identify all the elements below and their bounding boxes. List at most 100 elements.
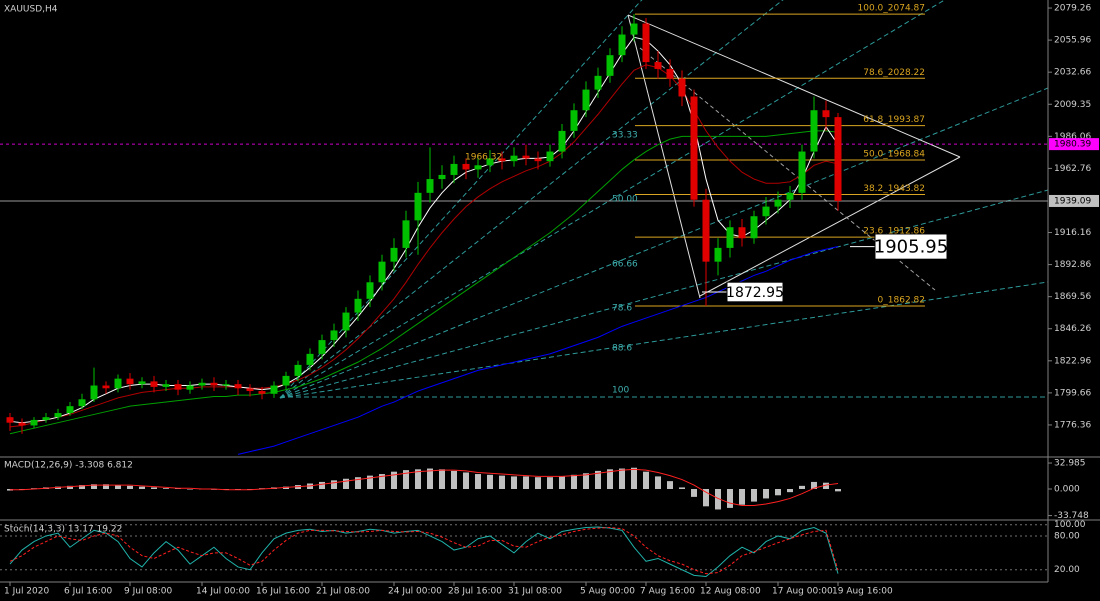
candle-body [282,375,290,386]
y-tick-label: 1846.26 [1054,324,1091,334]
candle-body [618,34,626,56]
candle-body [246,388,254,392]
trend-line [627,14,961,158]
macd-bar [427,468,433,489]
candle-body [546,151,554,162]
macd-bar [475,474,481,489]
macd-bar [331,480,337,489]
macd-bar [91,484,97,489]
candle-body [702,199,710,262]
y-tick-label: 1916.16 [1054,228,1091,238]
candle-body [198,382,206,386]
fan-label: 33.33 [612,131,638,141]
plot-layer: 100.0_2074.87 78.6_2028.22 61.8_1993.87 50.… [0,4,1099,597]
candle-body [498,158,506,162]
candle-body [822,110,830,118]
candle-body [534,158,542,162]
x-tick-label: 21 Jul 08:00 [316,587,370,597]
candle-body [798,151,806,193]
candle-body [570,110,578,131]
x-tick-label: 16 Jul 16:00 [256,587,310,597]
candle-body [582,89,590,111]
macd-bar [595,470,601,489]
candle-body [654,62,662,69]
x-tick-label: 31 Jul 08:00 [508,587,562,597]
callout-label: 1872.95 [726,285,784,301]
macd-bar [763,489,769,499]
fib-label: 38.2_1943.82 [863,184,925,194]
candle-body [330,330,338,341]
macd-bar [571,474,577,489]
x-tick-label: 9 Jul 08:00 [124,587,173,597]
candle-body [6,417,14,423]
macd-bar [115,485,121,489]
candle-body [342,312,350,331]
macd-bar [79,485,85,489]
y-tick-label: 1962.76 [1054,164,1091,174]
macd-bar [559,476,565,489]
macd-bar [127,485,133,489]
moving-average [9,130,839,435]
fib-label: 0_1862.82 [878,295,925,305]
trend-line [699,156,961,297]
candle-body [54,413,62,418]
candle-body [726,227,734,248]
candle-body [462,163,470,170]
macd-bar [319,481,325,489]
fan-line [279,0,784,399]
macd-bar [835,489,841,492]
x-tick-label: 12 Aug 08:00 [700,587,761,597]
macd-bar [739,489,745,505]
fan-label: 50.00 [612,195,638,205]
macd-bar [379,474,385,489]
price-label-box [1049,138,1099,151]
macd-bar [367,475,373,489]
candle-body [138,381,146,385]
fan-label: 88.6 [612,344,632,354]
fib-label: 78.6_2028.22 [863,68,925,78]
candle-body [834,117,842,201]
chart-title: XAUUSD,H4 [4,5,58,15]
candle-body [66,406,74,414]
candle-body [366,282,374,299]
trend-line [627,14,701,299]
macd-bar [403,470,409,489]
candle-body [642,23,650,63]
macd-bar [679,487,685,489]
drawing-tools [279,0,1048,399]
candle-body [378,261,386,283]
macd-bar [187,489,193,490]
candle-body [486,158,494,166]
x-tick-label: 17 Aug 00:00 [772,587,833,597]
x-tick-label: 24 Jul 00:00 [388,587,442,597]
callout-label: 1905.95 [874,237,948,258]
macd-bar [547,477,553,489]
candle-body [474,165,482,170]
candle-body [522,155,530,159]
candle-body [774,199,782,207]
fib-label: 23.6_1912.86 [863,227,925,237]
macd-bar [487,474,493,489]
macd-bar [703,489,709,507]
candle-body [390,247,398,262]
candle-body [786,192,794,200]
macd-bar [415,469,421,489]
y-tick-label: 1892.86 [1054,260,1091,270]
macd-y-tick-label: 32.985 [1054,459,1086,469]
candle-body [594,75,602,90]
macd-bar [631,467,637,489]
macd-bar [355,477,361,489]
candle-body [318,340,326,354]
macd-bar [439,469,445,489]
fan-line [279,189,1048,399]
x-tick-label: 14 Jul 00:00 [196,587,250,597]
callout-box [874,233,948,260]
candle-body [606,55,614,76]
main-plot: 100.0_2074.87 78.6_2028.22 61.8_1993.87 50.… [0,4,1048,455]
y-tick-label: 1822.96 [1054,356,1091,366]
y-tick-label: 1799.66 [1054,388,1091,398]
macd-bar [655,476,661,489]
candle-body [738,227,746,239]
candle-body [414,192,422,221]
